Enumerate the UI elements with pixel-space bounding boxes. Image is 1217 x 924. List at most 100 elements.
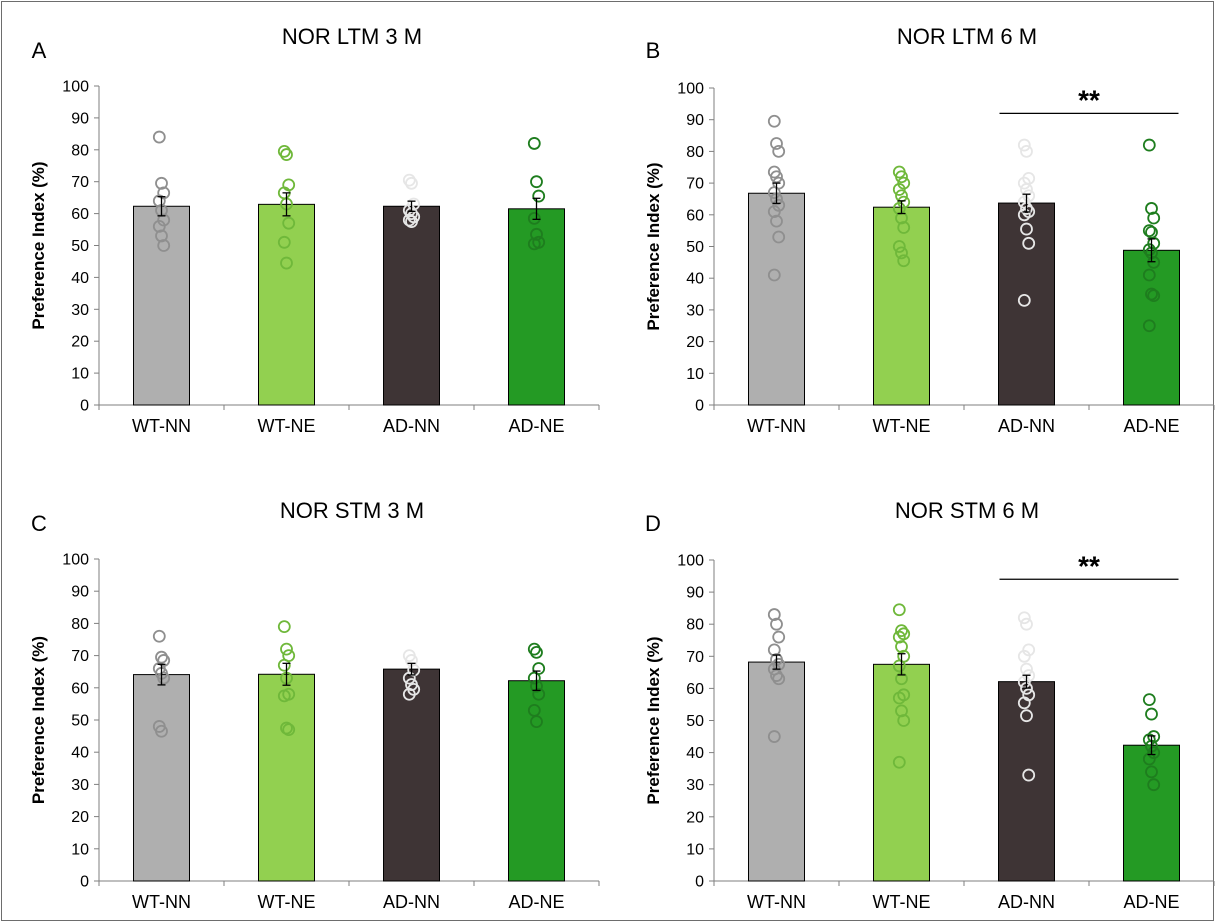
data-point-wt-nn xyxy=(772,198,786,212)
data-point-wt-ne xyxy=(282,216,296,230)
bar-wt-ne xyxy=(873,663,930,882)
y-axis-label: Preference Index (%) xyxy=(29,636,48,804)
y-tick-label: 0 xyxy=(80,398,89,415)
data-point-ad-ne xyxy=(1142,733,1156,747)
data-point-ad-nn xyxy=(1020,144,1033,158)
x-category-label: WT-NN xyxy=(747,892,806,912)
data-point-ad-ne xyxy=(1147,289,1161,303)
data-point-wt-ne xyxy=(280,148,293,161)
panel-letter: C xyxy=(31,511,47,536)
data-point-wt-nn xyxy=(767,205,781,219)
data-point-ad-ne xyxy=(1147,211,1161,225)
y-tick-label: 70 xyxy=(71,174,89,191)
data-point-ad-ne xyxy=(1145,287,1158,301)
bar-wt-nn xyxy=(133,674,190,882)
bar-wt-nn xyxy=(748,192,805,406)
data-point-ad-ne xyxy=(1142,752,1156,766)
data-point-wt-ne xyxy=(892,755,906,769)
panel-c: NOR STM 3 M C Preference Index (%) 0 10 20 30 4… xyxy=(29,498,600,912)
data-point-ad-nn xyxy=(402,173,416,187)
data-point-ad-ne xyxy=(1147,778,1161,792)
data-point-ad-nn xyxy=(405,215,418,228)
x-category-label: WT-NN xyxy=(747,416,806,436)
panel-b: NOR LTM 6 M B Preference Index (%) 0 10 20 30 4… xyxy=(644,24,1215,436)
data-point-wt-nn xyxy=(157,239,171,252)
data-point-wt-ne xyxy=(892,691,906,705)
data-point-wt-ne xyxy=(892,183,906,196)
bar-ad-ne xyxy=(1123,249,1180,406)
panel-letter: D xyxy=(645,511,661,536)
data-point-wt-ne xyxy=(277,144,291,158)
data-point-wt-ne xyxy=(897,714,911,727)
data-point-wt-nn xyxy=(767,114,781,128)
panel-letter: B xyxy=(646,38,661,63)
data-point-wt-ne xyxy=(277,658,291,672)
x-category-label: AD-NN xyxy=(998,416,1055,436)
data-point-ad-nn xyxy=(1017,293,1031,307)
data-point-ad-nn xyxy=(1022,189,1036,203)
data-point-wt-nn xyxy=(772,230,786,244)
y-tick-label: 30 xyxy=(71,302,89,319)
data-point-ad-ne xyxy=(1147,236,1161,250)
y-tick-label: 20 xyxy=(686,334,704,351)
y-tick-label: 10 xyxy=(71,366,89,383)
significance-label: ** xyxy=(1078,550,1100,581)
data-point-ad-ne xyxy=(527,137,541,150)
y-tick-label: 20 xyxy=(71,334,89,351)
y-tick-label: 30 xyxy=(71,777,89,794)
x-category-label: AD-NE xyxy=(508,892,564,912)
panel-a: NOR LTM 3 M A Preference Index (%) 0 10 20 30 4… xyxy=(29,24,600,436)
data-point-ad-nn xyxy=(1020,662,1033,676)
data-point-wt-nn xyxy=(770,137,783,150)
data-point-ad-ne xyxy=(527,671,541,685)
data-point-ad-nn xyxy=(1022,236,1036,250)
data-point-wt-nn xyxy=(767,186,781,200)
y-tick-label: 80 xyxy=(686,617,704,634)
y-tick-label: 40 xyxy=(71,745,89,762)
y-tick-label: 50 xyxy=(71,238,89,255)
data-point-ad-nn xyxy=(1020,617,1033,631)
y-tick-label: 60 xyxy=(71,680,89,697)
data-point-wt-ne xyxy=(895,189,908,203)
y-tick-label: 50 xyxy=(686,713,704,730)
y-axis-label: Preference Index (%) xyxy=(29,161,48,329)
y-tick-label: 30 xyxy=(686,302,704,319)
y-tick-label: 100 xyxy=(677,553,704,570)
data-point-wt-nn xyxy=(772,630,786,644)
data-point-wt-ne xyxy=(892,659,906,673)
x-category-label: AD-NN xyxy=(998,892,1055,912)
data-point-ad-ne xyxy=(1142,268,1156,282)
y-tick-label: 70 xyxy=(686,176,704,193)
y-tick-label: 10 xyxy=(686,366,704,383)
bar-wt-ne xyxy=(258,673,315,882)
y-tick-label: 20 xyxy=(686,809,704,826)
y-tick-label: 0 xyxy=(695,398,704,415)
data-point-wt-nn xyxy=(770,214,783,228)
y-tick-label: 100 xyxy=(62,552,89,569)
panel-title: NOR LTM 6 M xyxy=(897,24,1037,49)
data-point-ad-ne xyxy=(1145,765,1158,779)
x-category-label: AD-NE xyxy=(508,416,564,436)
y-tick-label: 50 xyxy=(71,713,89,730)
bar-ad-nn xyxy=(383,668,440,882)
y-axis-label: Preference Index (%) xyxy=(644,636,663,804)
data-point-wt-nn xyxy=(772,672,786,686)
data-point-ad-nn xyxy=(1017,696,1031,710)
data-point-wt-ne xyxy=(897,195,911,209)
data-point-ad-nn xyxy=(402,671,416,685)
x-category-label: AD-NE xyxy=(1123,892,1179,912)
data-point-wt-ne xyxy=(280,256,293,270)
panel-title: NOR LTM 3 M xyxy=(282,24,422,49)
data-point-wt-ne xyxy=(277,235,291,249)
data-point-wt-nn xyxy=(767,730,781,743)
data-point-ad-nn xyxy=(1017,208,1031,222)
data-point-ad-nn xyxy=(1020,183,1033,196)
panel-title: NOR STM 3 M xyxy=(280,498,424,523)
bar-ad-ne xyxy=(508,680,565,882)
data-point-wt-ne xyxy=(895,246,908,260)
data-point-wt-nn xyxy=(152,130,166,144)
data-point-wt-ne xyxy=(282,723,296,737)
data-point-ad-ne xyxy=(530,175,543,189)
